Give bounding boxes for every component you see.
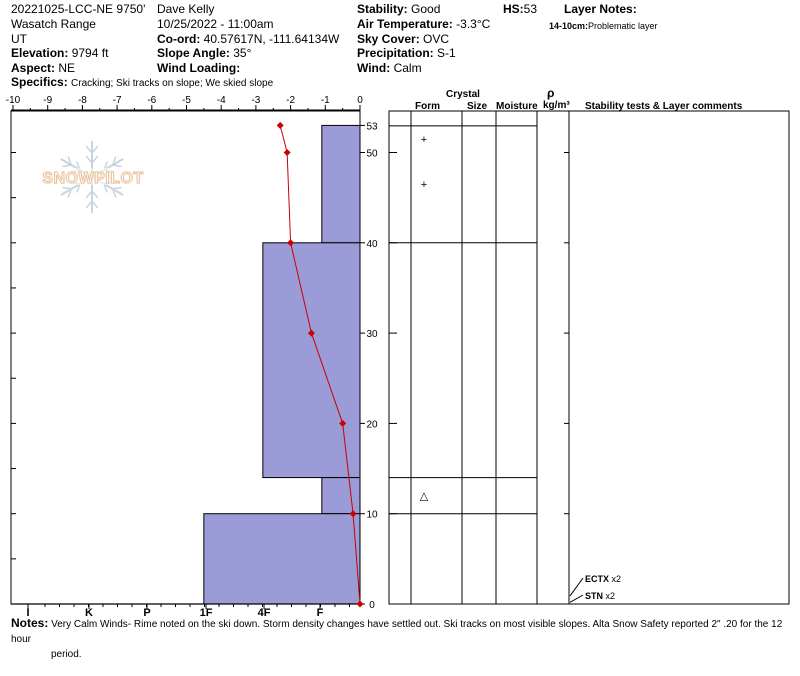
depth-label: 0 [369,600,375,611]
col-crystal: Crystal [446,89,480,100]
wind-row: Wind: Calm [357,61,422,75]
depth-label: 40 [366,239,378,250]
aspect-row: Aspect: NE [11,61,76,75]
logo-snowflake-branch [67,188,72,198]
hardness-label: P [143,607,150,616]
temperature-point [339,419,347,427]
air-temp-row: Air Temperature: -3.3°C [357,17,491,31]
wind-loading-row: Wind Loading: [157,61,241,75]
temperature-point [356,600,364,608]
site-id: 20221025-LCC-NE 9750' [11,2,146,16]
logo-snowflake-branch [85,200,93,209]
specifics-row: Specifics: Cracking; Ski tracks on slope… [11,75,274,89]
logo-snowflake-branch [85,155,93,164]
logo-snowflake-branch [67,156,72,166]
stability-test-leader [569,577,584,597]
temperature-point [287,239,295,247]
temperature-tick-label: -2 [286,95,295,106]
logo-snowflake-branch [62,164,72,168]
temperature-point [349,510,357,518]
notes-section: Notes: Very Calm Winds- Rime noted on th… [11,616,796,662]
notes-text-continued: period. [51,649,82,660]
sky-cover-row: Sky Cover: OVC [357,32,450,46]
coord-row: Co-ord: 40.57617N, -111.64134W [157,32,340,46]
notes-text: Very Calm Winds- Rime noted on the ski d… [11,619,783,645]
hardness-label: 4F [258,607,271,616]
logo-backdrop [34,168,153,185]
logo-snowflake-branch [85,190,93,199]
hs-row: HS:53 [503,2,538,16]
depth-label: 20 [366,419,378,430]
logo-snowflake-branch [112,186,122,190]
col-size: Size [467,101,488,112]
hardness-bar [262,242,361,479]
depth-label: 30 [366,329,378,340]
temperature-tick-label: -3 [251,95,260,106]
logo-snowflake-branch [112,164,122,168]
temperature-tick-label: -8 [78,95,87,106]
observation-datetime: 10/25/2022 - 11:00am [157,17,274,31]
logo-snowflake-branch [91,155,99,164]
temperature-tick-label: -9 [43,95,52,106]
stability-test-leader [569,594,584,603]
depth-label: 53 [366,121,378,132]
logo-snowflake-branch [103,183,108,193]
stability-test-label: STN x2 [585,591,615,601]
crystal-form-symbol: + [421,134,427,146]
col-form: Form [415,101,440,112]
hardness-label: 1F [200,607,213,616]
temperature-point [276,121,284,129]
logo-snowflake-branch [112,156,117,166]
hardness-label: K [85,607,93,616]
logo-snowflake-branch [76,183,81,193]
temperature-point [307,329,315,337]
temperature-tick-label: 0 [357,95,363,106]
layer-notes-title: Layer Notes: [564,2,637,16]
hardness-label: I [26,607,29,616]
col-density-unit: kg/m³ [543,100,570,111]
hardness-bar [321,477,361,515]
depth-label: 50 [366,149,378,160]
hardness-label: F [317,607,324,616]
depth-label: 10 [366,510,378,521]
logo-snowflake-branch [112,188,117,198]
temperature-tick-label: -5 [182,95,191,106]
temperature-tick-label: -10 [6,95,21,106]
range-name: Wasatch Range [11,17,96,31]
temperature-tick-label: -7 [113,95,122,106]
col-stability-tests: Stability tests & Layer comments [585,101,743,112]
stability-row: Stability: Good [357,2,441,16]
temperature-tick-label: -1 [321,95,330,106]
elevation-row: Elevation: 9794 ft [11,46,109,60]
logo-snowflake-branch [91,200,99,209]
logo-snowflake-branch [85,145,93,154]
crystal-form-symbol: △ [420,491,429,503]
layer-note-row: 14-10cm:Problematic layer [549,21,658,31]
observer-name: Dave Kelly [157,2,215,16]
snowpilot-logo-text: SNOWPILOT [42,170,143,187]
layer-table-frame [388,110,790,605]
temperature-tick-label: -4 [217,95,226,106]
precipitation-row: Precipitation: S-1 [357,46,456,60]
temperature-tick-label: -6 [147,95,156,106]
stability-test-label: ECTX x2 [585,574,621,584]
col-rho: ρ [547,86,555,100]
logo-snowflake-branch [91,190,99,199]
logo-snowflake-branch [62,186,72,190]
state-name: UT [11,32,27,46]
col-moisture: Moisture [496,101,538,112]
hardness-bar [321,124,361,244]
crystal-form-symbol: + [421,179,427,191]
slope-row: Slope Angle: 35° [157,46,252,60]
temperature-point [283,149,291,156]
logo-snowflake-branch [91,145,99,154]
notes-label: Notes: [11,616,49,630]
hardness-bar [203,513,361,605]
